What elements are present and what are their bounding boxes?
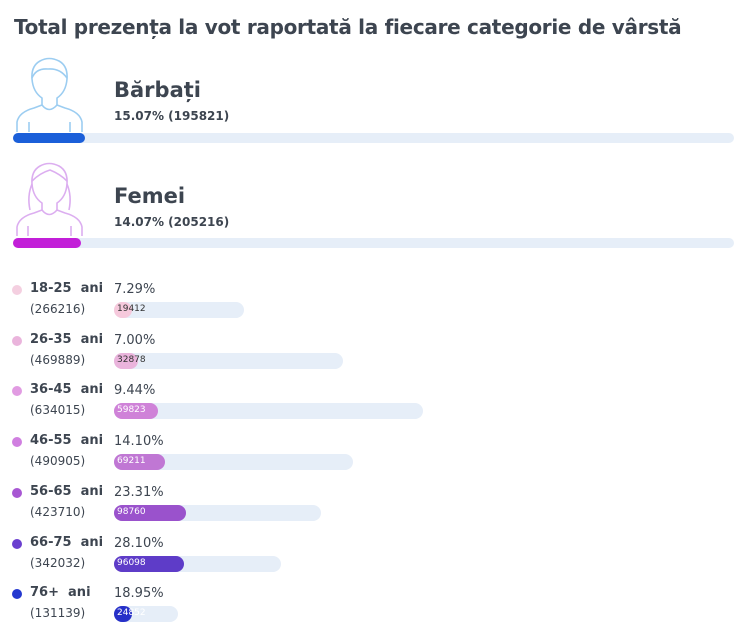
age-bar-track: 69211 <box>114 454 353 470</box>
age-bar-count: 69211 <box>117 456 146 466</box>
age-total: (423710) <box>30 505 86 519</box>
age-bar-track: 24852 <box>114 606 178 622</box>
age-bar-track: 96098 <box>114 556 281 572</box>
legend-dot <box>12 285 22 295</box>
gender-label-female: Femei <box>114 184 186 208</box>
legend-dot <box>12 437 22 447</box>
gender-male-block: Bărbați 15.07% (195821) <box>0 52 740 152</box>
age-bar-fill <box>114 353 138 369</box>
legend-dot <box>12 386 22 396</box>
age-label: 56-65 ani <box>30 484 104 499</box>
age-bar-track: 19412 <box>114 302 244 318</box>
age-label: 66-75 ani <box>30 535 104 550</box>
gender-stat-female: 14.07% (205216) <box>114 215 230 229</box>
age-label: 36-45 ani <box>30 382 104 397</box>
age-row: 56-65 ani (423710) 23.31% 98760 <box>0 484 740 531</box>
age-bar-count: 96098 <box>117 558 146 568</box>
gender-stat-male: 15.07% (195821) <box>114 109 230 123</box>
age-row: 76+ ani (131139) 18.95% 24852 <box>0 585 740 632</box>
age-percent: 7.00% <box>114 333 156 348</box>
gender-bar-male <box>13 133 85 143</box>
age-percent: 28.10% <box>114 536 164 551</box>
age-total: (342032) <box>30 556 86 570</box>
age-bar-track: 32878 <box>114 353 343 369</box>
age-percent: 14.10% <box>114 434 164 449</box>
age-total: (634015) <box>30 403 86 417</box>
age-total: (266216) <box>30 302 86 316</box>
legend-dot <box>12 589 22 599</box>
age-bar-count: 19412 <box>117 304 146 314</box>
age-total: (490905) <box>30 454 86 468</box>
age-bar-count: 98760 <box>117 507 146 517</box>
legend-dot <box>12 539 22 549</box>
age-label: 18-25 ani <box>30 281 104 296</box>
age-bar-count: 24852 <box>117 608 146 618</box>
age-total: (469889) <box>30 353 86 367</box>
age-row: 66-75 ani (342032) 28.10% 96098 <box>0 535 740 582</box>
age-total: (131139) <box>30 606 86 620</box>
male-avatar-icon <box>16 57 83 132</box>
age-label: 46-55 ani <box>30 433 104 448</box>
gender-track-male <box>13 133 734 143</box>
age-label: 26-35 ani <box>30 332 104 347</box>
age-label: 76+ ani <box>30 585 91 600</box>
age-percent: 9.44% <box>114 383 156 398</box>
age-percent: 18.95% <box>114 586 164 601</box>
gender-female-block: Femei 14.07% (205216) <box>0 156 740 256</box>
age-row: 26-35 ani (469889) 7.00% 32878 <box>0 332 740 379</box>
gender-bar-female <box>13 238 81 248</box>
age-bar-fill <box>114 454 165 470</box>
female-avatar-icon <box>16 162 83 236</box>
legend-dot <box>12 336 22 346</box>
age-percent: 23.31% <box>114 485 164 500</box>
gender-track-female <box>13 238 734 248</box>
age-bar-track: 98760 <box>114 505 321 521</box>
age-bar-fill <box>114 556 184 572</box>
age-bar-fill <box>114 302 132 318</box>
age-row: 46-55 ani (490905) 14.10% 69211 <box>0 433 740 480</box>
age-bar-count: 32878 <box>117 355 146 365</box>
chart-title: Total prezența la vot raportată la fieca… <box>14 15 682 39</box>
age-bar-track: 59823 <box>114 403 423 419</box>
age-bar-count: 59823 <box>117 405 146 415</box>
age-bar-fill <box>114 403 158 419</box>
gender-label-male: Bărbați <box>114 78 201 102</box>
age-bar-fill <box>114 606 132 622</box>
age-bar-fill <box>114 505 186 521</box>
legend-dot <box>12 488 22 498</box>
age-percent: 7.29% <box>114 282 156 297</box>
age-row: 18-25 ani (266216) 7.29% 19412 <box>0 281 740 328</box>
age-row: 36-45 ani (634015) 9.44% 59823 <box>0 382 740 429</box>
